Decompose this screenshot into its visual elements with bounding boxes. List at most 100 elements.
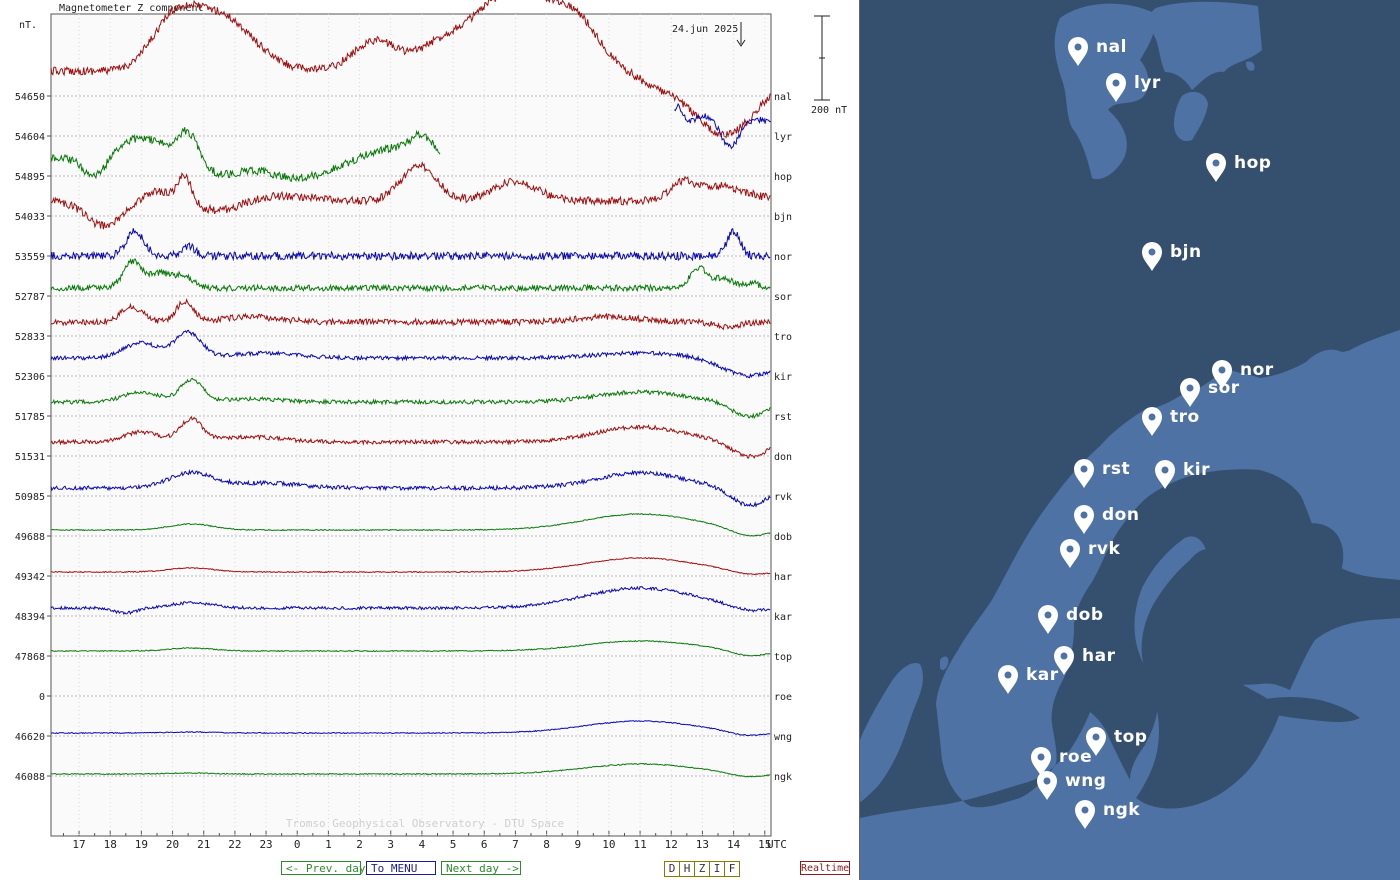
station-label-rvk: rvk [774, 492, 792, 503]
baseline-label-hop: 54895 [15, 172, 45, 183]
map-label-rst[interactable]: rst [1102, 459, 1131, 479]
map-label-kir[interactable]: kir [1183, 460, 1211, 480]
station-label-dob: dob [774, 532, 792, 543]
chart-date: 24.jun 2025 [672, 24, 738, 35]
map-label-top[interactable]: top [1114, 727, 1148, 747]
menu-button[interactable]: To MENU [366, 861, 436, 875]
land-britain [860, 662, 923, 802]
map-label-don[interactable]: don [1102, 505, 1140, 525]
map-label-rvk[interactable]: rvk [1088, 539, 1121, 559]
land-central-europe [860, 821, 1400, 880]
map-pin-icon[interactable] [1037, 771, 1057, 800]
map-pin-icon[interactable] [1038, 605, 1058, 634]
map-label-tro[interactable]: tro [1170, 407, 1200, 427]
map-pin-dot [1148, 413, 1156, 421]
land-baltic-states [1280, 697, 1400, 802]
component-f-button[interactable]: F [725, 862, 739, 876]
x-tick-label: 6 [481, 838, 488, 851]
component-d-button[interactable]: D [665, 862, 680, 876]
map-pin-icon[interactable] [1031, 747, 1051, 776]
map-pin-icon[interactable] [1206, 153, 1226, 182]
realtime-button[interactable]: Realtime [800, 861, 850, 875]
sea-white-sea [1300, 523, 1344, 583]
map-label-nal[interactable]: nal [1096, 37, 1127, 57]
baseline-label-don: 51531 [15, 452, 45, 463]
map-label-wng[interactable]: wng [1065, 771, 1107, 791]
x-tick-label: 21 [197, 838, 210, 851]
series-line-nal [50, 0, 771, 139]
map-pin-icon[interactable] [1060, 539, 1080, 568]
y-unit: nT. [19, 20, 37, 31]
map-label-bjn[interactable]: bjn [1170, 242, 1202, 262]
map-pin-dot [1081, 806, 1089, 814]
map-label-kar[interactable]: kar [1026, 665, 1059, 685]
x-tick-label: 7 [512, 838, 519, 851]
land-shetland [940, 656, 949, 671]
station-label-top: top [774, 652, 792, 663]
map-pin-dot [1092, 733, 1100, 741]
map-pin-icon[interactable] [1075, 800, 1095, 829]
station-label-har: har [774, 572, 792, 583]
next-day-button[interactable]: Next day -> [441, 861, 521, 875]
map-pin-icon[interactable] [1074, 459, 1094, 488]
map-label-lyr[interactable]: lyr [1134, 73, 1161, 93]
series-line-nor [50, 227, 771, 262]
series-line-don [50, 415, 771, 460]
map-pin-icon[interactable] [1086, 727, 1106, 756]
map-label-ngk[interactable]: ngk [1103, 800, 1141, 820]
map-label-hop[interactable]: hop [1234, 153, 1272, 173]
series-line-kir [50, 329, 771, 379]
map-pin-dot [1037, 753, 1045, 761]
map-label-dob[interactable]: dob [1066, 605, 1104, 625]
sea-finland-gulf [1260, 697, 1360, 722]
map-pin-icon[interactable] [998, 665, 1018, 694]
baseline-label-ngk: 46088 [15, 772, 45, 783]
x-tick-label: 23 [259, 838, 272, 851]
land-edgeoya [1174, 91, 1208, 142]
map-pin-icon[interactable] [1142, 407, 1162, 436]
x-tick-label: 20 [166, 838, 179, 851]
component-i-button[interactable]: I [710, 862, 725, 876]
prev-day-button[interactable]: <- Prev. day [281, 861, 365, 875]
land-bornholm [1156, 829, 1165, 839]
baseline-label-rvk: 50985 [15, 492, 45, 503]
map-pin-icon[interactable] [1142, 242, 1162, 271]
station-label-bjn: bjn [774, 212, 792, 223]
map-pin-dot [1044, 611, 1052, 619]
map-label-sor[interactable]: sor [1208, 378, 1240, 398]
component-z-button[interactable]: Z [695, 862, 710, 876]
magnetogram-panel: Magnetometer Z component nT. 24.jun 2025 20… [14, 0, 860, 880]
baseline-label-bjn: 54033 [15, 212, 45, 223]
x-tick-label: 18 [104, 838, 117, 851]
date-arrow-head [736, 39, 746, 47]
map-pin-dot [1060, 652, 1068, 660]
station-label-hop: hop [774, 172, 792, 183]
x-unit-label: UTC [767, 838, 787, 851]
map-pin-icon[interactable] [1155, 460, 1175, 489]
map-pin-icon[interactable] [1074, 505, 1094, 534]
x-tick-label: 2 [356, 838, 363, 851]
map-label-roe[interactable]: roe [1059, 747, 1093, 767]
baseline-label-tro: 52833 [15, 332, 45, 343]
land-kola [1330, 348, 1400, 478]
baseline-label-top: 47868 [15, 652, 45, 663]
baseline-label-lyr: 54604 [15, 132, 45, 143]
component-h-button[interactable]: H [680, 862, 695, 876]
map-pin-icon[interactable] [1212, 360, 1232, 389]
x-tick-label: 14 [727, 838, 741, 851]
map-pin-icon[interactable] [1106, 73, 1126, 102]
station-label-kar: kar [774, 612, 792, 623]
x-tick-label: 0 [294, 838, 301, 851]
map-pin-icon[interactable] [1068, 37, 1088, 66]
map-pin-dot [1004, 671, 1012, 679]
scale-label: 200 nT [811, 105, 847, 116]
map-label-har[interactable]: har [1082, 646, 1116, 666]
sea-bothnia [1136, 549, 1280, 809]
map-pin-dot [1161, 466, 1169, 474]
series-line-sor [50, 258, 771, 293]
map-pin-icon[interactable] [1180, 378, 1200, 407]
station-label-sor: sor [774, 292, 792, 303]
map-label-nor[interactable]: nor [1240, 360, 1274, 380]
series-line-hop [50, 127, 441, 183]
map-pin-icon[interactable] [1054, 646, 1074, 675]
